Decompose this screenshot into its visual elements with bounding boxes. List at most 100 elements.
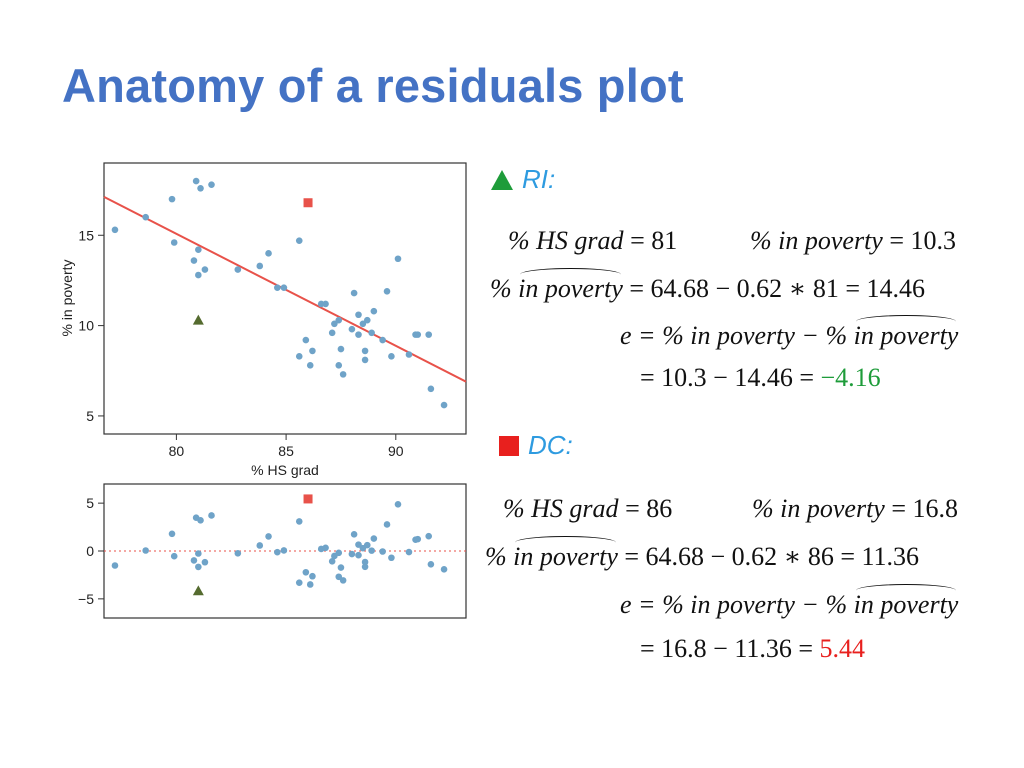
scatter-point (192, 177, 200, 185)
dc-residual-calc: = 16.8 − 11.36 = (640, 634, 814, 663)
residual-point (208, 512, 215, 519)
residual-point (355, 541, 362, 548)
residual-point (361, 563, 369, 571)
scatter-point (427, 385, 435, 393)
residual-point (337, 564, 345, 571)
scatter-point (197, 184, 204, 192)
residual-point (322, 544, 329, 552)
residual-point (274, 548, 281, 556)
slide-title: Anatomy of a residuals plot (62, 59, 684, 112)
scatter-point (190, 257, 198, 264)
residual-point (195, 563, 202, 571)
ri-poverty-var: % in poverty (750, 226, 883, 255)
residual-point (328, 558, 336, 565)
scatter-point (388, 353, 395, 360)
scatter-y-ticks: 5 10 15 (78, 227, 104, 424)
ri-eq-residual-def: e = % in poverty − % in poverty (620, 315, 958, 351)
scatter-plot: 5 10 15 80 85 90 % HS grad % in poverty (59, 162, 467, 478)
dc-pred-pct: % (485, 542, 507, 571)
residual-point (142, 547, 149, 554)
ri-label: RI: (522, 164, 556, 194)
residual-point (170, 552, 178, 560)
x-tick-label: 90 (388, 443, 404, 459)
residual-point (388, 554, 395, 562)
ri-pred-hat-var: in poverty (518, 268, 623, 303)
ri-pred-pct: % (490, 274, 512, 303)
scatter-point (361, 356, 369, 364)
scatter-point (339, 371, 347, 378)
residual-point (405, 548, 413, 556)
scatter-point (379, 336, 386, 344)
residual-y-ticks: 5 0 −5 (78, 495, 104, 607)
scatter-point (142, 213, 149, 221)
scatter-point (355, 311, 362, 319)
ri-eq-hs-grad: % HS grad = 81 (508, 226, 677, 256)
dc-pred-hat-var: in poverty (513, 536, 618, 571)
scatter-point (383, 287, 391, 295)
y-tick-label: 15 (78, 227, 94, 243)
scatter-point (168, 195, 176, 203)
residual-point (190, 557, 198, 564)
scatter-point (335, 316, 343, 324)
scatter-point (350, 289, 358, 297)
x-tick-label: 85 (278, 443, 294, 459)
dc-residual-result: 5.44 (819, 634, 866, 663)
residual-point (295, 579, 303, 586)
scatter-y-axis-title: % in poverty (59, 259, 75, 336)
residual-point (295, 518, 303, 525)
residual-point (427, 560, 435, 568)
residual-point (335, 573, 343, 581)
scatter-point (359, 320, 367, 328)
scatter-point (328, 329, 336, 337)
ri-residual-marker (192, 585, 204, 596)
residual-point (414, 535, 422, 543)
ri-pred-value: = 64.68 − 0.62 ∗ 81 = 14.46 (629, 274, 926, 303)
scatter-point (335, 362, 343, 369)
scatter-point (331, 320, 338, 328)
residual-point (363, 541, 371, 549)
residual-point (368, 547, 375, 554)
scatter-point (302, 336, 310, 344)
scatter-point (348, 325, 356, 333)
residual-points (111, 500, 448, 588)
scatter-point (370, 307, 378, 315)
x-tick-label: 80 (169, 443, 185, 459)
dc-eq-hs-grad: % HS grad = 86 (503, 494, 672, 524)
scatter-point (306, 362, 314, 369)
ri-highlight-marker (192, 314, 204, 325)
scatter-point (274, 284, 281, 291)
ri-poverty-value: = 10.3 (889, 226, 957, 255)
residual-point (306, 581, 314, 588)
residual-point (201, 558, 209, 566)
residual-point (168, 530, 176, 538)
scatter-point (394, 255, 402, 263)
scatter-point (295, 237, 303, 244)
ri-e-var: e (620, 321, 632, 350)
residual-point (425, 532, 433, 540)
dc-residual-hat-var: in poverty (853, 584, 959, 619)
y-tick-label: 5 (86, 408, 94, 424)
dc-hs-grad-var: % HS grad (503, 494, 619, 523)
scatter-point (405, 351, 413, 358)
y-tick-label: 10 (78, 318, 94, 334)
scatter-point (363, 316, 371, 324)
scatter-point (322, 300, 329, 308)
dc-eq-residual-def: e = % in poverty − % in poverty (620, 584, 959, 620)
dc-eq-poverty: % in poverty = 16.8 (752, 494, 958, 524)
residual-y-tick-label: −5 (78, 591, 94, 607)
residual-y-tick-label: 5 (86, 495, 94, 511)
scatter-points (111, 177, 448, 409)
residual-point (111, 562, 119, 569)
dc-eq-predicted: % in poverty = 64.68 − 0.62 ∗ 86 = 11.36 (485, 536, 919, 572)
residual-point (361, 558, 369, 566)
residual-point (265, 533, 272, 540)
scatter-point (280, 284, 288, 291)
scatter-x-axis-title: % HS grad (251, 462, 319, 478)
scatter-point (361, 347, 369, 355)
residual-point (197, 517, 204, 524)
scatter-point (170, 239, 178, 246)
ri-residual-def: = % in poverty − % (638, 321, 848, 350)
scatter-point (195, 271, 202, 279)
ri-hs-grad-value: = 81 (630, 226, 678, 255)
